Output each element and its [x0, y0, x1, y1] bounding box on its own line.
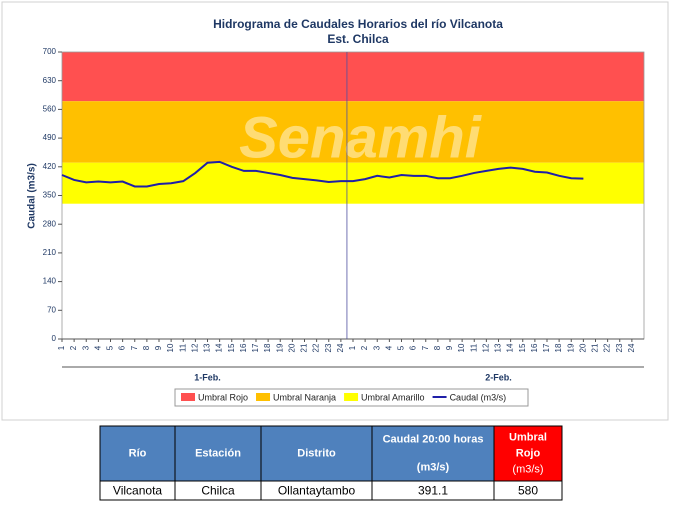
x-tick-label: 14 [215, 343, 224, 352]
legend: Umbral Rojo Umbral Naranja Umbral Amarillo… [174, 388, 529, 407]
x-tick-label: 16 [530, 343, 539, 352]
x-tick-label: 24 [336, 343, 345, 352]
cell-text: 580 [518, 484, 538, 498]
x-tick-label: 10 [166, 343, 175, 352]
x-tick-label: 5 [397, 345, 406, 350]
x-tick-label: 22 [312, 343, 321, 352]
legend-label: Umbral Rojo [198, 392, 248, 402]
x-tick-label: 20 [287, 343, 296, 352]
chart-subtitle: Est. Chilca [327, 32, 389, 46]
legend-swatch [181, 393, 195, 401]
y-tick-label: 700 [43, 47, 57, 56]
x-tick-label: 2 [69, 345, 78, 350]
y-tick-label: 490 [43, 133, 57, 142]
header-cell [260, 425, 373, 482]
x-tick-label: 7 [421, 345, 430, 350]
x-tick-label: 23 [615, 343, 624, 352]
y-tick-label: 210 [43, 248, 57, 257]
x-tick-label: 13 [494, 343, 503, 352]
header-text: Estación [195, 447, 241, 459]
cell-text: 391.1 [418, 484, 448, 498]
x-tick-label: 20 [578, 343, 587, 352]
threshold-band [62, 52, 644, 102]
x-tick-label: 22 [603, 343, 612, 352]
y-tick-label: 0 [52, 334, 57, 343]
header-text: Río [129, 447, 147, 459]
x-tick-label: 6 [118, 345, 127, 350]
x-tick-label: 11 [178, 343, 187, 352]
x-tick-label: 21 [300, 343, 309, 352]
series-line [61, 160, 584, 188]
x-tick-label: 15 [518, 343, 527, 352]
x-tick-label: 10 [457, 343, 466, 352]
watermark: Senamhi [239, 105, 483, 170]
x-tick-label: 8 [433, 345, 442, 350]
x-tick-label: 6 [409, 345, 418, 350]
group-label: 1-Feb. [194, 372, 221, 382]
x-tick-label: 18 [263, 343, 272, 352]
y-tick-label: 560 [43, 105, 57, 114]
header-text: Rojo [516, 447, 541, 459]
x-tick-label: 9 [445, 345, 454, 350]
x-tick-label: 3 [372, 345, 381, 350]
y-tick-label: 70 [47, 305, 56, 314]
header-cell [371, 425, 495, 482]
x-tick-label: 12 [190, 343, 199, 352]
cell-text: Ollantaytambo [278, 484, 356, 498]
x-tick-label: 4 [384, 345, 393, 350]
x-tick-label: 14 [506, 343, 515, 352]
legend-swatch [256, 393, 271, 401]
y-tick-label: 140 [43, 277, 57, 286]
header-cell [174, 425, 262, 482]
legend-label: Umbral Amarillo [361, 392, 425, 402]
x-tick-label: 1 [348, 345, 357, 350]
x-tick-label: 24 [627, 343, 636, 352]
legend-swatch [344, 393, 359, 401]
group-label: 2-Feb. [485, 372, 512, 382]
x-tick-label: 11 [469, 343, 478, 352]
x-tick-label: 23 [324, 343, 333, 352]
header-cell [99, 425, 176, 482]
x-tick-label: 8 [142, 345, 151, 350]
x-tick-label: 16 [239, 343, 248, 352]
header-text: Umbral [509, 431, 547, 443]
x-tick-label: 7 [130, 345, 139, 350]
x-tick-label: 2 [360, 345, 369, 350]
legend-label: Caudal (m3/s) [450, 392, 507, 402]
x-tick-label: 19 [566, 343, 575, 352]
x-tick-label: 5 [106, 345, 115, 350]
x-tick-label: 9 [154, 345, 163, 350]
x-tick-label: 18 [554, 343, 563, 352]
header-text: (m3/s) [417, 461, 450, 473]
y-tick-label: 280 [43, 219, 57, 228]
legend-label: Umbral Naranja [273, 392, 336, 402]
x-tick-label: 13 [203, 343, 212, 352]
x-tick-label: 12 [481, 343, 490, 352]
y-tick-label: 350 [43, 191, 57, 200]
y-tick-label: 630 [43, 76, 57, 85]
y-tick-label: 420 [43, 162, 57, 171]
header-text: (m3/s) [512, 463, 543, 475]
x-tick-label: 1 [57, 345, 66, 350]
threshold-band [62, 101, 644, 163]
chart-title: Hidrograma de Caudales Horarios del río … [213, 17, 503, 31]
header-text: Caudal 20:00 horas [383, 433, 484, 445]
header-text: Distrito [297, 447, 336, 459]
y-axis-label: Caudal (m3/s) [27, 163, 38, 229]
x-tick-label: 4 [93, 345, 102, 350]
x-tick-label: 19 [275, 343, 284, 352]
header-cell [493, 425, 563, 482]
cell-text: Vilcanota [113, 484, 162, 498]
table-cell [493, 480, 563, 501]
x-tick-label: 17 [251, 343, 260, 352]
x-tick-label: 3 [81, 345, 90, 350]
x-tick-label: 21 [591, 343, 600, 352]
x-tick-label: 15 [227, 343, 236, 352]
cell-text: Chilca [201, 484, 235, 498]
x-tick-label: 17 [542, 343, 551, 352]
